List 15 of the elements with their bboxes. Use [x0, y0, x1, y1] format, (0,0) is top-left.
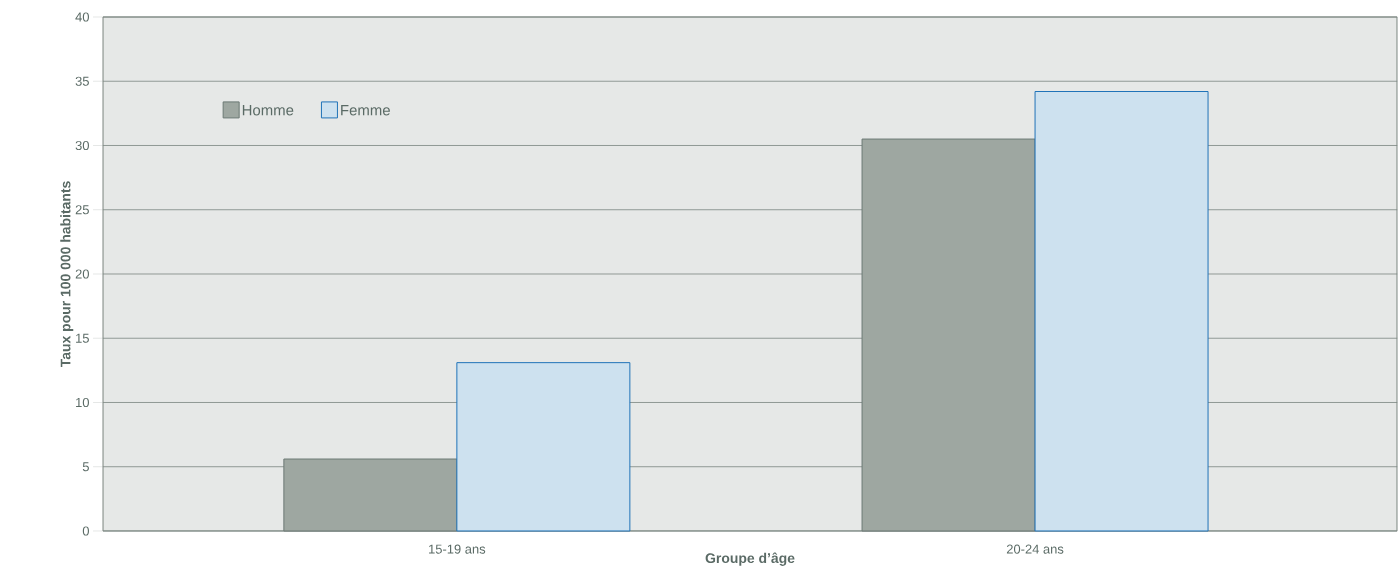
y-tick-label: 30 — [75, 140, 89, 151]
y-tick-label: 15 — [76, 333, 89, 343]
y-tick-label: 20 — [75, 269, 89, 279]
legend-label: Femme — [341, 105, 390, 116]
y-tick-label: 5 — [82, 462, 89, 472]
x-tick-label: 20-24 ans — [1006, 544, 1064, 554]
x-axis-title: Groupe d’âge — [705, 552, 795, 566]
x-tick-label: 15-19 ans — [429, 544, 486, 554]
y-tick-label: 35 — [75, 76, 89, 86]
y-tick-label: 25 — [75, 205, 89, 215]
y-tick-label: 0 — [82, 526, 89, 536]
y-tick-label: 40 — [75, 12, 89, 22]
y-axis-title: Taux pour 100 000 habitants — [60, 181, 74, 368]
legend-label: Homme — [242, 105, 294, 116]
y-tick-label: 10 — [76, 397, 89, 408]
